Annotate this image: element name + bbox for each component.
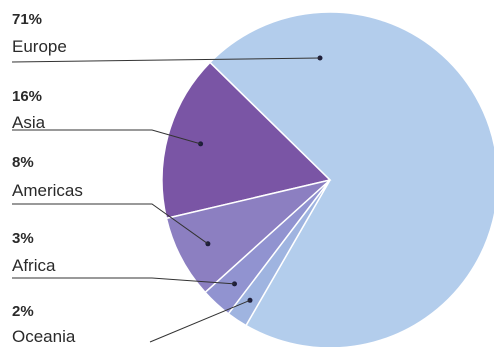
leader-line-oceania: [149, 299, 251, 343]
slice-labels: 71% Europe 16% Asia 8% Americas 3% Africa 2% Ocea…: [12, 11, 83, 346]
pie-slice-europe: [208, 11, 494, 347]
percent-label-africa: 3%: [12, 230, 34, 247]
leader-line-asia: [12, 129, 201, 145]
category-label-americas: Americas: [12, 181, 83, 200]
leader-line-africa: [12, 277, 235, 285]
leader-lines: [11, 55, 323, 343]
percent-label-europe: 71%: [12, 11, 42, 28]
pie-slices: [161, 11, 494, 347]
percent-label-oceania: 2%: [12, 303, 34, 320]
pie-slice-oceania: [227, 179, 331, 327]
category-label-africa: Africa: [12, 256, 56, 275]
category-label-asia: Asia: [12, 113, 46, 132]
leader-line-americas: [12, 203, 209, 245]
category-label-europe: Europe: [12, 37, 67, 56]
percent-label-asia: 16%: [12, 88, 42, 105]
leader-line-europe: [11, 57, 321, 63]
category-label-oceania: Oceania: [12, 327, 76, 346]
percent-label-americas: 8%: [12, 154, 34, 171]
